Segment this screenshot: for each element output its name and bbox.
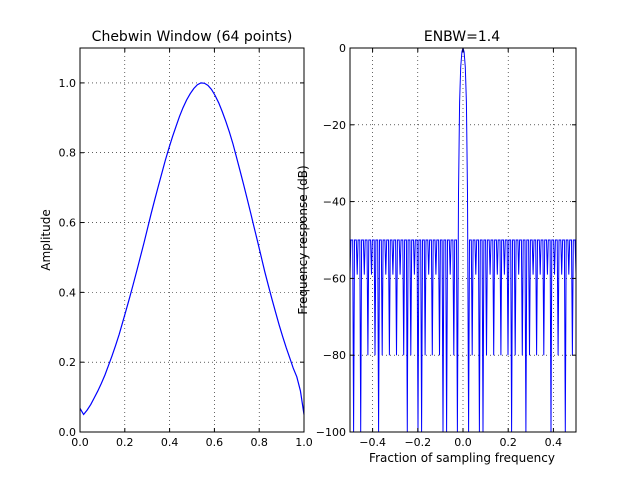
left-x-tick-label: 0.8 [250,436,268,449]
right-x-tick-label: 0.4 [545,436,563,449]
left-x-tick-label: 0.2 [116,436,134,449]
right-y-tick-label: −60 [323,272,346,285]
right-y-tick-label: −100 [316,426,346,439]
right-y-tick-label: −80 [323,349,346,362]
left-y-tick-label: 0.2 [59,356,77,369]
window-amplitude-chart: Chebwin Window (64 points) Amplitude 0.0… [39,29,313,449]
right-x-tick-label: −0.4 [359,436,386,449]
right-y-ticks: −100 −80 −60 −40 −20 0 [316,42,576,439]
right-y-tick-label: 0 [339,42,346,55]
right-x-tick-label: 0.0 [454,436,472,449]
left-y-tick-label: 0.0 [59,426,77,439]
window-curve [79,82,305,416]
frequency-response-curve [350,48,576,432]
right-x-tick-label: 0.2 [499,436,517,449]
right-series-group [350,48,576,432]
left-x-ticks: 0.0 0.2 0.4 0.6 0.8 1.0 [71,48,313,449]
right-x-tick-label: −0.2 [404,436,431,449]
left-y-tick-label: 0.8 [59,147,77,160]
left-y-tick-label: 1.0 [59,77,77,90]
right-chart-title: ENBW=1.4 [424,29,500,45]
right-x-ticks: −0.4 −0.2 0.0 0.2 0.4 [359,48,562,449]
left-y-axis-label: Amplitude [39,209,53,271]
left-x-tick-label: 0.6 [206,436,224,449]
right-x-axis-label: Fraction of sampling frequency [369,451,555,465]
left-chart-title: Chebwin Window (64 points) [92,29,293,45]
right-y-tick-label: −40 [323,196,346,209]
left-series-group [79,82,305,416]
left-x-tick-label: 0.0 [71,436,89,449]
right-y-tick-label: −20 [323,119,346,132]
left-y-tick-label: 0.4 [59,286,77,299]
left-x-tick-label: 1.0 [295,436,313,449]
left-plot-frame [79,47,305,433]
frequency-response-chart: ENBW=1.4 Fraction of sampling frequency … [296,29,577,465]
right-y-axis-label: Frequency response (dB) [296,165,310,314]
left-y-ticks: 0.0 0.2 0.4 0.6 0.8 1.0 [59,77,304,439]
left-x-tick-label: 0.4 [161,436,179,449]
left-y-tick-label: 0.6 [59,217,77,230]
